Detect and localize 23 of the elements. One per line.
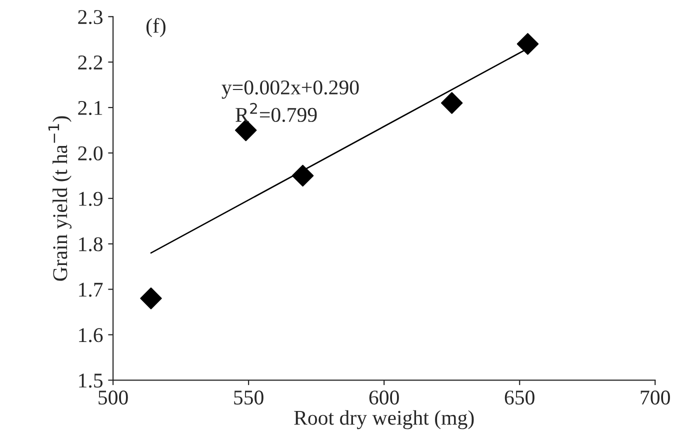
x-axis-title: Root dry weight (mg) (294, 410, 474, 430)
y-tick-label: 2.3 (78, 10, 103, 24)
y-tick-label: 1.8 (79, 237, 103, 252)
x-tick-label: 600 (369, 390, 399, 405)
annotation: (f) (146, 18, 166, 38)
point (292, 164, 314, 187)
x-tick-label: 500 (98, 390, 128, 405)
point (140, 288, 162, 310)
x-tick-label: 650 (504, 390, 534, 405)
point (516, 33, 539, 55)
y-tick-label: 1.6 (79, 328, 103, 342)
annotation: y=0.002x+0.290 (222, 80, 359, 99)
y-tick-label: 1.5 (79, 374, 103, 388)
x-tick-label: 700 (640, 390, 670, 405)
y-tick-label: 2.1 (78, 100, 102, 116)
y-axis-title: Grain yield (t ha$^{−1}$) (48, 116, 72, 281)
y-tick-label: 1.7 (79, 282, 103, 297)
annotation: R$^{2}$=0.799 (236, 102, 317, 122)
point (440, 92, 463, 114)
x-tick-label: 550 (234, 390, 264, 405)
y-tick-label: 1.9 (79, 192, 102, 206)
y-tick-label: 2.2 (78, 56, 102, 70)
y-tick-label: 2.0 (78, 146, 103, 160)
